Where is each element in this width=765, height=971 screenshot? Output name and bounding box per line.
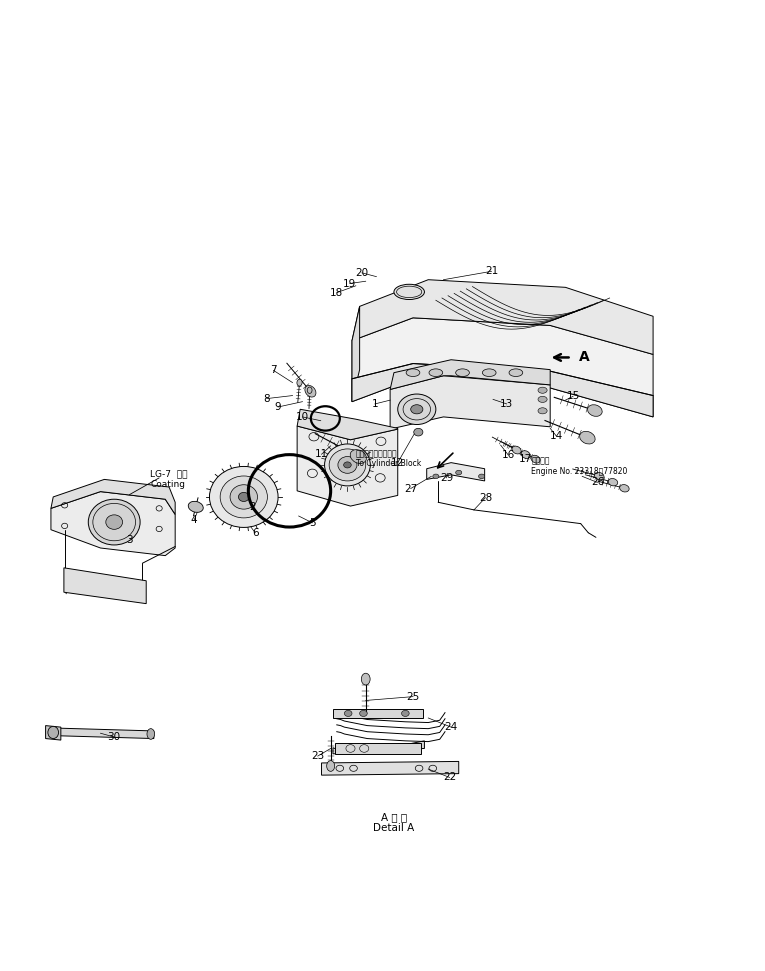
Ellipse shape xyxy=(230,485,258,509)
Polygon shape xyxy=(390,376,550,429)
Ellipse shape xyxy=(456,470,462,475)
Polygon shape xyxy=(51,491,175,555)
Ellipse shape xyxy=(406,369,420,377)
Text: LG-7  溺布
Coating: LG-7 溺布 Coating xyxy=(150,470,187,489)
Text: 1: 1 xyxy=(372,399,378,409)
Text: 8: 8 xyxy=(263,393,270,404)
Text: 9: 9 xyxy=(275,402,282,412)
Polygon shape xyxy=(352,318,653,417)
Text: 18: 18 xyxy=(330,287,343,298)
Ellipse shape xyxy=(338,456,357,473)
Text: 26: 26 xyxy=(591,478,604,487)
Ellipse shape xyxy=(594,473,604,480)
Bar xyxy=(335,743,421,753)
Text: 17: 17 xyxy=(519,453,532,464)
Ellipse shape xyxy=(538,396,547,402)
Ellipse shape xyxy=(411,405,423,414)
Ellipse shape xyxy=(239,492,249,501)
Polygon shape xyxy=(46,725,61,740)
Polygon shape xyxy=(352,307,360,402)
Ellipse shape xyxy=(414,428,423,436)
Ellipse shape xyxy=(360,711,367,717)
Text: 13: 13 xyxy=(500,399,513,409)
Text: 2: 2 xyxy=(249,502,256,512)
Ellipse shape xyxy=(580,431,595,444)
Text: シリンダブロックへ
To Cylinder Block: シリンダブロックへ To Cylinder Block xyxy=(356,449,421,468)
Ellipse shape xyxy=(188,501,203,513)
Polygon shape xyxy=(333,741,425,753)
Text: 21: 21 xyxy=(485,266,498,277)
Ellipse shape xyxy=(361,673,370,685)
Text: 16: 16 xyxy=(502,450,515,460)
Text: 12: 12 xyxy=(391,457,405,468)
Ellipse shape xyxy=(305,385,316,397)
Text: 24: 24 xyxy=(444,722,457,732)
Text: 適用号籠
Engine No. 23318～77820: 適用号籠 Engine No. 23318～77820 xyxy=(531,456,627,476)
Bar xyxy=(333,709,423,718)
Ellipse shape xyxy=(456,369,470,377)
Ellipse shape xyxy=(210,466,278,527)
Ellipse shape xyxy=(538,387,547,393)
Text: 30: 30 xyxy=(108,732,121,742)
Polygon shape xyxy=(390,359,550,389)
Polygon shape xyxy=(297,410,398,440)
Text: 5: 5 xyxy=(309,518,316,528)
Polygon shape xyxy=(50,728,154,739)
Ellipse shape xyxy=(88,499,140,545)
Polygon shape xyxy=(427,462,485,481)
Ellipse shape xyxy=(324,444,370,486)
Ellipse shape xyxy=(531,455,540,463)
Polygon shape xyxy=(64,568,146,604)
Text: 4: 4 xyxy=(191,515,197,524)
Ellipse shape xyxy=(608,479,617,486)
Text: 22: 22 xyxy=(443,773,456,783)
Ellipse shape xyxy=(521,451,530,458)
Text: 7: 7 xyxy=(270,365,277,376)
Ellipse shape xyxy=(106,515,122,529)
Ellipse shape xyxy=(483,369,496,377)
Polygon shape xyxy=(51,480,175,515)
Text: 23: 23 xyxy=(311,752,324,761)
Ellipse shape xyxy=(220,476,268,518)
Text: 20: 20 xyxy=(356,268,369,278)
Text: A: A xyxy=(579,351,590,364)
Ellipse shape xyxy=(429,369,443,377)
Ellipse shape xyxy=(433,474,439,479)
Ellipse shape xyxy=(147,728,155,739)
Ellipse shape xyxy=(394,285,425,299)
Text: 19: 19 xyxy=(343,279,356,288)
Polygon shape xyxy=(352,363,653,417)
Text: 3: 3 xyxy=(126,535,133,546)
Ellipse shape xyxy=(479,474,485,479)
Ellipse shape xyxy=(509,369,522,377)
Text: 10: 10 xyxy=(296,412,309,422)
Ellipse shape xyxy=(538,408,547,414)
Text: 15: 15 xyxy=(566,391,580,401)
Text: 6: 6 xyxy=(252,528,259,538)
Ellipse shape xyxy=(588,405,602,417)
Ellipse shape xyxy=(308,387,312,393)
Ellipse shape xyxy=(297,379,302,386)
Text: 11: 11 xyxy=(315,450,328,459)
Ellipse shape xyxy=(344,711,352,717)
Ellipse shape xyxy=(329,449,366,481)
Text: A 詳 細
Detail A: A 詳 細 Detail A xyxy=(373,812,415,833)
Text: 25: 25 xyxy=(406,691,420,702)
Ellipse shape xyxy=(402,711,409,717)
Text: 27: 27 xyxy=(404,484,418,493)
Ellipse shape xyxy=(48,726,59,739)
Ellipse shape xyxy=(398,394,436,424)
Ellipse shape xyxy=(327,760,334,771)
Ellipse shape xyxy=(350,450,366,463)
Polygon shape xyxy=(352,280,653,354)
Text: 14: 14 xyxy=(550,431,563,441)
Ellipse shape xyxy=(343,462,351,468)
Ellipse shape xyxy=(512,446,521,453)
Polygon shape xyxy=(321,761,459,775)
Ellipse shape xyxy=(620,485,629,492)
Text: 28: 28 xyxy=(479,492,492,503)
Polygon shape xyxy=(297,426,398,506)
Text: 29: 29 xyxy=(440,473,453,483)
